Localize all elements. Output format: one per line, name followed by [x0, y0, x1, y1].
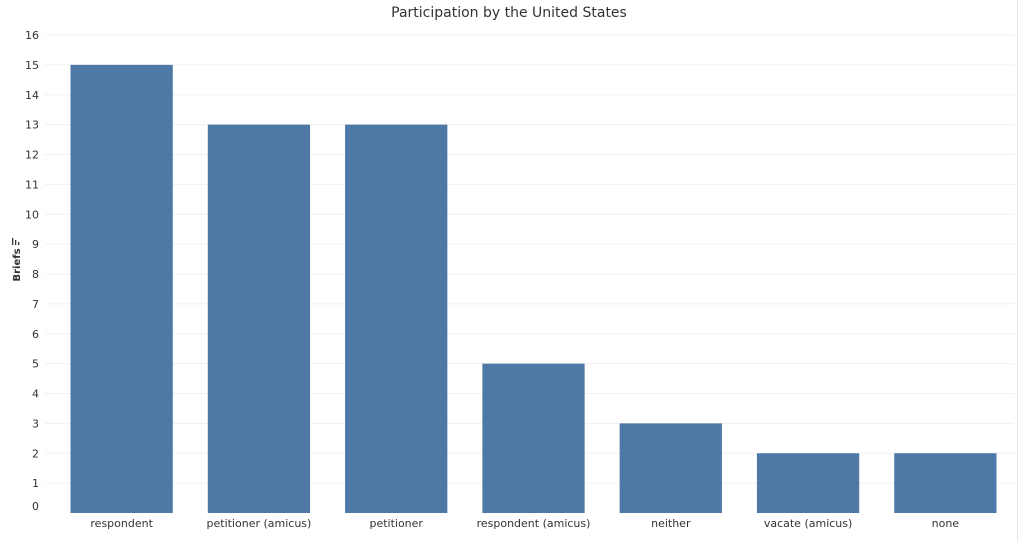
x-axis-categories: respondent petitioner (amicus) petitioner r… — [90, 517, 959, 530]
y-tick-label: 3 — [32, 417, 39, 430]
y-tick-label: 4 — [32, 388, 39, 401]
x-category-label: petitioner (amicus) — [207, 517, 312, 530]
y-tick-label: 2 — [32, 447, 39, 460]
y-tick-label: 15 — [25, 59, 39, 72]
bar-respondent[interactable] — [70, 64, 173, 513]
y-tick-label: 1 — [32, 477, 39, 490]
right-divider — [1017, 0, 1018, 542]
y-tick-label: 0 — [32, 500, 39, 513]
y-tick-label: 7 — [32, 298, 39, 311]
y-tick-label: 16 — [25, 29, 39, 42]
sort-descending-icon[interactable] — [12, 238, 20, 245]
y-tick-label: 12 — [25, 149, 39, 162]
x-category-label: vacate (amicus) — [764, 517, 852, 530]
bar-none[interactable] — [894, 453, 997, 513]
x-category-label: respondent — [90, 517, 153, 530]
grid-layer — [45, 34, 1014, 484]
y-tick-label: 5 — [32, 358, 39, 371]
x-category-label: respondent (amicus) — [477, 517, 591, 530]
y-tick-label: 9 — [32, 238, 39, 251]
x-category-label: petitioner — [369, 517, 423, 530]
y-tick-label: 11 — [25, 178, 39, 191]
bar-neither[interactable] — [619, 423, 722, 513]
bar-petitioner-amicus[interactable] — [207, 124, 311, 513]
bars — [70, 64, 997, 513]
bar-petitioner[interactable] — [345, 124, 448, 513]
y-tick-label: 13 — [25, 119, 39, 132]
y-tick-label: 6 — [32, 328, 39, 341]
y-axis-title-group: Briefs — [12, 238, 23, 282]
x-category-label: neither — [651, 517, 691, 530]
y-tick-label: 8 — [32, 268, 39, 281]
y-axis-title: Briefs — [12, 248, 23, 281]
bar-vacate-amicus[interactable] — [756, 453, 860, 513]
y-tick-label: 10 — [25, 208, 39, 221]
chart-title: Participation by the United States — [391, 5, 627, 21]
bar-respondent-amicus[interactable] — [482, 363, 585, 513]
y-tick-label: 14 — [25, 89, 39, 102]
x-category-label: none — [932, 517, 960, 530]
